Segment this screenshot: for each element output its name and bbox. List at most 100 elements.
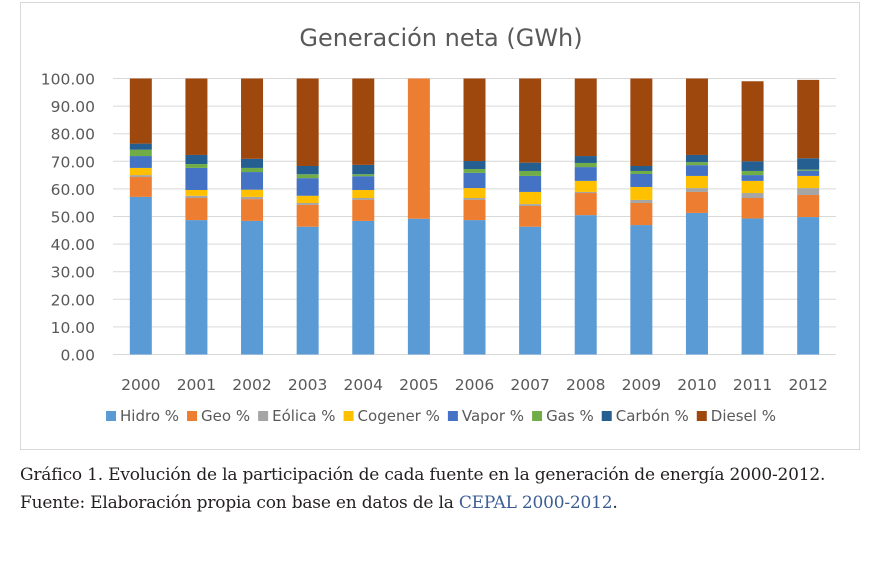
bar-stack-2008 [574, 78, 597, 355]
y-tick-label: 70.00 [51, 153, 95, 171]
x-tick-label: 2008 [566, 376, 605, 394]
bar-segment-vapor-2000 [129, 156, 152, 168]
legend: Hidro % Geo % Eólica % Cogener % Vapor % Gas … [106, 407, 776, 425]
x-tick-label: 2012 [788, 376, 827, 394]
bar-segment-geo-2012 [797, 194, 820, 218]
bar-segment-hidro-2009 [630, 225, 653, 355]
bar-stack-2007 [519, 78, 542, 355]
legend-label: Eólica % [272, 407, 335, 425]
bar-segment-geo-2003 [296, 204, 319, 227]
bar-segment-gas-2007 [519, 170, 542, 176]
cepal-link[interactable]: CEPAL 2000-2012 [458, 493, 613, 513]
bar-stack-2000 [129, 78, 152, 355]
bar-segment-cogener-2003 [296, 195, 319, 203]
bar-segment-vapor-2011 [741, 175, 764, 181]
legend-swatch [696, 411, 707, 421]
bar-segment-cogener-2007 [519, 191, 542, 205]
bar-stack-2010 [685, 78, 708, 355]
legend-label: Carbón % [616, 407, 689, 425]
bar-segment-hidro-2007 [519, 226, 542, 355]
bar-segment-hidro-2008 [574, 215, 597, 355]
x-tick-label: 2011 [733, 376, 772, 394]
bar-segment-gas-2009 [630, 170, 653, 174]
bar-segment-cogener-2004 [352, 190, 375, 199]
bar-segment-eólica-2003 [296, 202, 319, 205]
bar-segment-diesel-2003 [296, 78, 319, 166]
bar-segment-gas-2001 [185, 164, 208, 168]
bar-segment-diesel-2001 [185, 78, 208, 155]
bar-segment-geo-2009 [630, 202, 653, 226]
bar-segment-carbón-2003 [296, 165, 319, 175]
bar-segment-diesel-2007 [519, 78, 542, 163]
y-tick-label: 100.00 [41, 71, 95, 89]
bar-segment-eólica-2007 [519, 204, 542, 207]
bar-segment-vapor-2006 [463, 172, 486, 189]
x-axis-tick-labels: 2000 2001 2002 2003 2004 2005 2006 2007 2008 2009… [121, 376, 828, 394]
bar-segment-carbón-2000 [129, 143, 152, 150]
bar-segment-gas-2002 [241, 167, 264, 173]
bar-stack-2009 [630, 78, 653, 355]
y-tick-label: 50.00 [51, 209, 95, 227]
bar-segment-cogener-2008 [574, 180, 597, 192]
bar-segment-eólica-2011 [741, 193, 764, 199]
bar-segment-carbón-2002 [241, 158, 264, 168]
bar-segment-eólica-2010 [685, 188, 708, 192]
bar-segment-diesel-2010 [685, 78, 708, 155]
bar-segment-vapor-2010 [685, 165, 708, 176]
bar-segment-geo-2010 [685, 191, 708, 213]
x-tick-label: 2000 [121, 376, 160, 394]
bar-segment-geo-2004 [352, 199, 375, 221]
x-tick-label: 2001 [177, 376, 216, 394]
bar-segment-carbón-2004 [352, 164, 375, 175]
bar-segment-carbón-2010 [685, 154, 708, 163]
chart-title: Generación neta (GWh) [299, 24, 582, 52]
bar-segment-diesel-2008 [574, 78, 597, 157]
bar-segment-gas-2012 [797, 169, 820, 171]
x-tick-label: 2005 [399, 376, 438, 394]
bar-segment-hidro-2003 [296, 226, 319, 355]
bar-segment-hidro-2001 [185, 220, 208, 355]
figure-source: Fuente: Elaboración propia con base en d… [20, 493, 618, 513]
stacked-bar-chart: Generación neta (GWh) 0.00 10.00 20.00 30.0… [41, 24, 836, 425]
legend-swatch [343, 411, 354, 421]
y-tick-label: 10.00 [51, 319, 95, 337]
bar-segment-gas-2003 [296, 174, 319, 179]
legend-item: Hidro % [106, 407, 179, 425]
bar-segment-eólica-2002 [241, 196, 264, 200]
bar-segment-diesel-2004 [352, 78, 375, 165]
bar-segment-cogener-2011 [741, 180, 764, 194]
bar-stack-2002 [241, 78, 264, 355]
bar-segment-vapor-2008 [574, 167, 597, 181]
x-tick-label: 2003 [288, 376, 327, 394]
bar-segment-carbón-2007 [519, 162, 542, 171]
bar-segment-eólica-2008 [574, 191, 597, 194]
bar-stack-2011 [741, 81, 764, 355]
bar-segment-gas-2004 [352, 174, 375, 177]
legend-swatch [106, 411, 117, 421]
y-tick-label: 40.00 [51, 236, 95, 254]
bar-stack-2001 [185, 78, 208, 355]
bar-segment-cogener-2012 [797, 175, 820, 189]
bar-segment-diesel-2009 [630, 78, 653, 166]
legend-label: Vapor % [462, 407, 524, 425]
bar-segment-cogener-2010 [685, 175, 708, 189]
x-tick-label: 2006 [455, 376, 494, 394]
y-tick-label: 80.00 [51, 126, 95, 144]
bar-segment-hidro-2000 [129, 196, 152, 355]
bar-segment-vapor-2009 [630, 173, 653, 187]
legend-swatch [532, 411, 543, 421]
bar-segment-eólica-2006 [463, 198, 486, 200]
x-tick-label: 2009 [622, 376, 661, 394]
bar-segment-eólica-2000 [129, 175, 152, 178]
bar-segment-diesel-2012 [797, 79, 820, 159]
bar-segment-geo-2002 [241, 199, 264, 221]
y-axis-tick-labels: 0.00 10.00 20.00 30.00 40.00 50.00 60.00 70.00 8… [41, 71, 95, 365]
bar-segment-carbón-2008 [574, 156, 597, 163]
legend-item: Vapor % [447, 407, 524, 425]
bar-stack-2006 [463, 78, 486, 355]
legend-swatch [187, 411, 198, 421]
bar-segment-cogener-2001 [185, 190, 208, 196]
legend-item: Gas % [532, 407, 594, 425]
y-tick-label: 30.00 [51, 264, 95, 282]
bar-segment-hidro-2011 [741, 218, 764, 355]
